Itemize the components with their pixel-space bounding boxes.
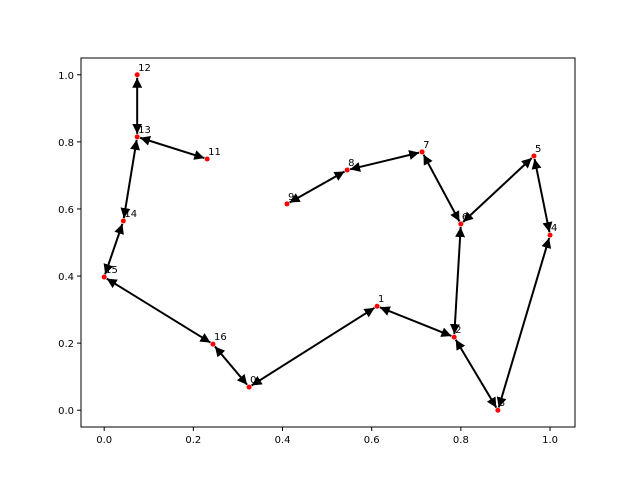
point-label: 11 <box>208 147 221 158</box>
point-label: 15 <box>105 265 118 276</box>
edge <box>349 150 420 172</box>
edge <box>462 157 533 223</box>
point-label: 7 <box>423 140 429 151</box>
x-tick-label: 0.8 <box>453 435 469 446</box>
y-tick-label: 0.8 <box>58 138 74 149</box>
edge <box>251 306 376 387</box>
point <box>451 334 457 340</box>
point <box>101 274 107 280</box>
point <box>120 218 126 224</box>
point-label: 6 <box>462 212 468 223</box>
x-tick-label: 0.2 <box>185 435 201 446</box>
edge <box>214 345 248 386</box>
point <box>458 221 464 227</box>
edge <box>449 226 466 335</box>
point <box>134 134 140 140</box>
point <box>495 407 501 413</box>
point-label: 0 <box>250 375 256 386</box>
y-tick-label: 0.2 <box>58 339 74 350</box>
point-label: 1 <box>378 294 384 305</box>
point <box>531 153 537 159</box>
point-label: 3 <box>499 398 505 409</box>
x-tick-label: 0.6 <box>364 435 380 446</box>
point <box>419 149 425 155</box>
y-tick-label: 0.4 <box>58 272 74 283</box>
point <box>547 232 553 238</box>
edge <box>422 154 461 222</box>
point-label: 5 <box>535 144 541 155</box>
edge <box>106 277 211 344</box>
point-label: 13 <box>138 125 151 136</box>
point <box>246 384 252 390</box>
point <box>374 303 380 309</box>
point-label: 4 <box>551 223 557 234</box>
point <box>344 167 350 173</box>
edge <box>103 223 124 275</box>
point <box>204 156 210 162</box>
edge <box>139 135 205 160</box>
point-label: 16 <box>214 332 227 343</box>
point-label: 8 <box>348 158 354 169</box>
point <box>134 72 140 78</box>
point-label: 2 <box>455 325 461 336</box>
plot-frame <box>80 57 576 428</box>
y-tick-label: 0.0 <box>58 406 74 417</box>
point <box>210 341 216 347</box>
edge <box>379 306 452 337</box>
edge <box>120 139 141 219</box>
edge <box>531 158 553 233</box>
point-label: 9 <box>288 192 294 203</box>
edge <box>289 170 346 204</box>
x-tick-label: 0.4 <box>275 435 291 446</box>
point-label: 14 <box>124 209 137 220</box>
x-tick-label: 1.0 <box>542 435 558 446</box>
edge <box>454 339 498 409</box>
x-tick-label: 0.0 <box>96 435 112 446</box>
point-label: 12 <box>138 63 151 74</box>
point <box>284 201 290 207</box>
y-tick-label: 0.6 <box>58 205 74 216</box>
y-tick-label: 1.0 <box>58 71 74 82</box>
edge <box>496 237 552 408</box>
